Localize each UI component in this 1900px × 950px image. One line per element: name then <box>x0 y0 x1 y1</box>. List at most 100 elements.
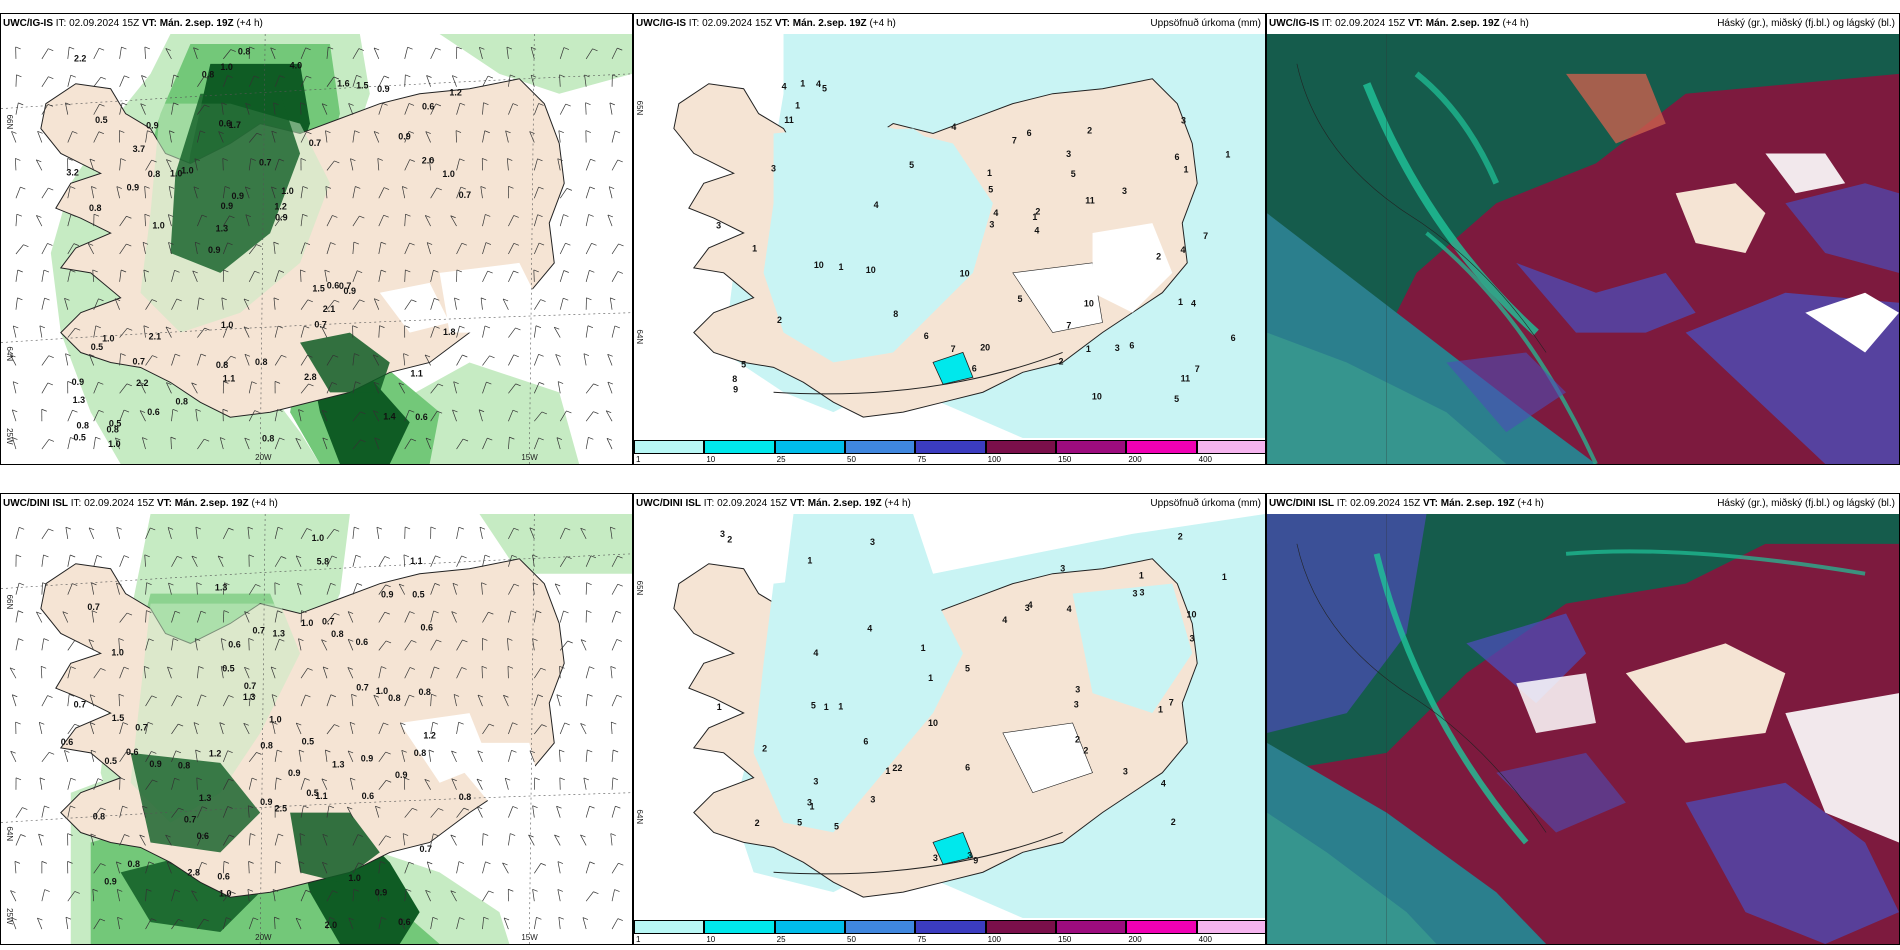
map-value-label: 0.7 <box>420 844 432 854</box>
map-value-label: 4 <box>951 122 956 132</box>
colorbar-swatch <box>985 440 1056 454</box>
model-name: UWC/IG-IS <box>3 18 53 29</box>
wind-panel-row2: UWC/DINI ISL IT: 02.09.2024 15Z VT: Mán.… <box>0 493 633 945</box>
map-value-label: 0.8 <box>93 811 105 821</box>
map-value-label: 1 <box>800 79 805 89</box>
map-value-label: 0.6 <box>61 737 73 747</box>
map-value-label: 1.0 <box>269 714 281 724</box>
map-value-label: 0.8 <box>262 434 274 444</box>
map-value-label: 0.7 <box>74 700 86 710</box>
colorbar-swatch <box>845 440 916 454</box>
map-value-label: 1.2 <box>209 748 221 758</box>
map-value-label: 0.6 <box>126 747 138 757</box>
map-value-label: 1.0 <box>281 186 293 196</box>
map-value-label: 2 <box>1059 356 1064 366</box>
map-value-label: 1 <box>928 673 933 683</box>
map-value-label: 7 <box>1203 231 1208 241</box>
precip-colorbar: 1 10 25 50 75 100 150 200 400 <box>634 918 1265 944</box>
wind-barbs <box>9 526 624 930</box>
map-value-label: 3 <box>771 164 776 174</box>
map-value-label: 20 <box>980 343 990 353</box>
map-value-label: 11 <box>1085 196 1094 206</box>
map-value-label: 1 <box>838 701 843 711</box>
precip-panel-row2: UWC/DINI ISL IT: 02.09.2024 15Z VT: Mán.… <box>633 493 1266 945</box>
map-value-label: 0.9 <box>260 797 272 807</box>
map-value-label: 0.7 <box>87 602 99 612</box>
colorbar-swatch <box>774 920 845 934</box>
map-value-label: 4 <box>993 208 998 218</box>
map-value-label: 0.8 <box>459 792 471 802</box>
panel-header: UWC/DINI ISL IT: 02.09.2024 15Z VT: Mán.… <box>634 494 1265 514</box>
lead-time: (+4 h) <box>236 18 263 29</box>
map-value-label: 0.8 <box>255 357 267 367</box>
map-value-label: 11 <box>1181 373 1190 383</box>
map-value-label: 0.8 <box>216 360 228 370</box>
map-value-label: 1.0 <box>219 889 231 899</box>
map-value-label: 0.8 <box>238 47 250 57</box>
map-value-label: 1.5 <box>356 80 368 90</box>
map-value-label: 1 <box>1184 165 1189 175</box>
map-value-label: 6 <box>924 331 929 341</box>
lead-time: (+4 h) <box>884 498 911 509</box>
colorbar-label: 25 <box>776 935 786 944</box>
map-value-label: 1.0 <box>301 618 313 628</box>
map-value-label: 2.2 <box>136 378 148 388</box>
cloud-panel-row2: UWC/DINI ISL IT: 02.09.2024 15Z VT: Mán.… <box>1266 493 1900 945</box>
valid-time: Mán. 2.sep. 19Z <box>174 498 249 509</box>
map-value-label: 1 <box>1222 572 1227 582</box>
map-value-label: 0.8 <box>148 169 160 179</box>
map-value-label: 0.9 <box>146 120 158 130</box>
map-value-label: 0.7 <box>135 722 147 732</box>
map-value-label: 0.9 <box>344 286 356 296</box>
map-value-label: 3 <box>807 797 812 807</box>
map-value-label: 1.3 <box>215 582 227 592</box>
precip-colorbar: 1 10 25 50 75 100 150 200 400 <box>634 438 1265 464</box>
map-value-label: 1 <box>838 262 843 272</box>
init-time: IT: 02.09.2024 15Z <box>70 498 155 509</box>
map-value-label: 9 <box>973 855 978 865</box>
panel-header: UWC/IG-IS IT: 02.09.2024 15Z VT: Mán. 2.… <box>1267 14 1899 34</box>
lat-tick: 66N <box>5 595 14 610</box>
valid-time-label: VT: <box>789 498 805 509</box>
map-value-label: 4 <box>874 200 879 210</box>
map-value-label: 10 <box>960 268 970 278</box>
map-value-label: 0.7 <box>184 814 196 824</box>
map-value-label: 2.5 <box>275 804 287 814</box>
map-value-label: 2.2 <box>74 53 86 63</box>
map-value-label: 1.1 <box>223 373 235 383</box>
colorbar-swatch <box>915 440 986 454</box>
colorbar-swatch <box>634 920 705 934</box>
precip-title: Uppsöfnuð úrkoma (mm) <box>1150 18 1261 29</box>
map-value-label: 1.0 <box>152 220 164 230</box>
colorbar-label: 75 <box>917 455 927 464</box>
map-value-label: 4 <box>1034 225 1039 235</box>
map-value-label: 0.6 <box>219 119 231 129</box>
valid-time-label: VT: <box>156 498 172 509</box>
lon-tick: 20W <box>255 933 272 942</box>
lat-tick: 64N <box>635 810 644 825</box>
wind-panel-row1: UWC/IG-IS IT: 02.09.2024 15Z VT: Mán. 2.… <box>0 13 633 465</box>
map-value-label: 2 <box>727 534 732 544</box>
map-value-label: 10 <box>1084 299 1094 309</box>
map-value-label: 1.0 <box>111 648 123 658</box>
map-value-label: 0.7 <box>309 138 321 148</box>
lat-tick: 65N <box>635 581 644 596</box>
map-value-label: 1.1 <box>410 556 422 566</box>
map-value-label: 0.6 <box>197 831 209 841</box>
map-value-label: 1.3 <box>73 395 85 405</box>
map-value-label: 5 <box>1174 394 1179 404</box>
map-value-label: 2 <box>777 315 782 325</box>
map-value-label: 1 <box>810 801 815 811</box>
map-value-label: 1.0 <box>102 334 114 344</box>
map-value-label: 0.6 <box>217 872 229 882</box>
map-value-label: 0.7 <box>314 320 326 330</box>
map-value-label: 1.0 <box>170 168 182 178</box>
init-time: IT: 02.09.2024 15Z <box>1321 18 1406 29</box>
map-value-label: 0.7 <box>356 682 368 692</box>
colorbar-swatch <box>774 440 845 454</box>
map-value-label: 3 <box>1060 564 1065 574</box>
init-time: IT: 02.09.2024 15Z <box>55 18 140 29</box>
map-value-label: 0.8 <box>77 420 89 430</box>
colorbar-label: 1 <box>636 455 641 464</box>
lead-time: (+4 h) <box>1517 498 1544 509</box>
